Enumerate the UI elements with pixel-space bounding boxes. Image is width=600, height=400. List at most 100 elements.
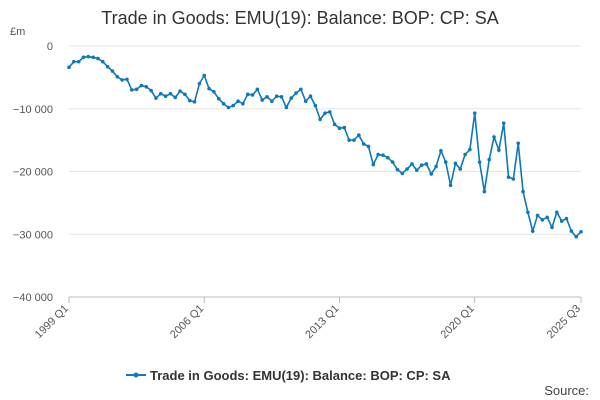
data-point[interactable] <box>361 142 366 146</box>
data-point[interactable] <box>96 56 100 61</box>
data-point[interactable] <box>221 101 226 106</box>
data-point[interactable] <box>274 94 279 98</box>
data-point[interactable] <box>173 95 178 100</box>
data-point[interactable] <box>468 147 472 152</box>
data-point[interactable] <box>521 189 525 194</box>
data-point[interactable] <box>207 86 211 91</box>
data-point[interactable] <box>226 105 231 110</box>
data-point[interactable] <box>439 148 443 153</box>
data-point[interactable] <box>129 88 134 92</box>
legend[interactable]: Trade in Goods: EMU(19): Balance: BOP: C… <box>126 368 451 383</box>
data-point[interactable] <box>419 163 424 168</box>
data-point[interactable] <box>294 91 298 95</box>
data-point[interactable] <box>371 162 376 167</box>
data-point[interactable] <box>231 103 236 108</box>
data-point[interactable] <box>115 74 120 79</box>
data-point[interactable] <box>202 73 207 78</box>
data-point[interactable] <box>381 153 385 157</box>
data-point[interactable] <box>303 99 308 104</box>
data-point[interactable] <box>511 177 516 181</box>
data-point[interactable] <box>168 91 173 96</box>
data-point[interactable] <box>559 219 564 223</box>
data-point[interactable] <box>187 98 192 103</box>
data-point[interactable] <box>289 96 293 100</box>
data-point[interactable] <box>76 59 81 64</box>
data-point[interactable] <box>463 152 467 157</box>
data-point[interactable] <box>347 138 351 142</box>
data-point[interactable] <box>366 144 371 149</box>
data-point[interactable] <box>516 141 521 146</box>
data-point[interactable] <box>318 117 322 122</box>
data-point[interactable] <box>270 99 274 104</box>
data-point[interactable] <box>477 160 482 164</box>
data-point[interactable] <box>352 138 356 142</box>
data-point[interactable] <box>91 55 95 60</box>
data-point[interactable] <box>212 90 216 94</box>
data-point[interactable] <box>332 122 337 127</box>
data-point[interactable] <box>81 55 86 60</box>
data-point[interactable] <box>279 95 284 99</box>
data-point[interactable] <box>245 92 250 97</box>
data-point[interactable] <box>472 111 477 115</box>
data-point[interactable] <box>385 155 390 160</box>
data-point[interactable] <box>149 88 153 93</box>
data-point[interactable] <box>328 110 332 114</box>
data-point[interactable] <box>443 160 448 164</box>
data-point[interactable] <box>395 167 400 172</box>
data-point[interactable] <box>105 64 110 69</box>
data-point[interactable] <box>144 84 149 89</box>
data-point[interactable] <box>260 98 265 102</box>
data-point[interactable] <box>405 167 409 171</box>
data-point[interactable] <box>482 189 487 194</box>
data-point[interactable] <box>313 103 318 108</box>
data-point[interactable] <box>574 234 578 239</box>
data-point[interactable] <box>540 218 545 222</box>
data-point[interactable] <box>342 125 347 130</box>
data-point[interactable] <box>241 101 245 106</box>
data-point[interactable] <box>120 78 124 82</box>
data-point[interactable] <box>530 229 535 233</box>
data-point[interactable] <box>453 161 458 166</box>
data-point[interactable] <box>67 65 71 70</box>
data-point[interactable] <box>414 168 419 173</box>
data-point[interactable] <box>265 95 269 99</box>
data-point[interactable] <box>299 87 303 92</box>
data-point[interactable] <box>284 105 289 110</box>
data-point[interactable] <box>357 133 361 137</box>
data-point[interactable] <box>569 229 574 233</box>
data-point[interactable] <box>236 99 240 104</box>
data-point[interactable] <box>197 81 202 86</box>
data-point[interactable] <box>545 215 549 220</box>
data-point[interactable] <box>192 100 197 104</box>
data-point[interactable] <box>424 162 429 166</box>
data-point[interactable] <box>308 94 313 98</box>
data-point[interactable] <box>178 89 182 93</box>
data-point[interactable] <box>72 59 76 64</box>
data-point[interactable] <box>158 91 163 96</box>
data-point[interactable] <box>139 83 144 88</box>
data-point[interactable] <box>390 160 395 164</box>
data-point[interactable] <box>429 172 434 176</box>
data-point[interactable] <box>134 87 139 92</box>
data-point[interactable] <box>458 167 463 171</box>
data-point[interactable] <box>434 164 438 169</box>
data-point[interactable] <box>497 148 501 152</box>
data-point[interactable] <box>163 94 168 98</box>
data-point[interactable] <box>501 121 506 125</box>
data-point[interactable] <box>492 135 496 139</box>
data-point[interactable] <box>255 87 260 92</box>
data-point[interactable] <box>555 210 559 215</box>
data-point[interactable] <box>506 175 511 179</box>
data-point[interactable] <box>550 225 554 230</box>
data-point[interactable] <box>337 126 342 130</box>
data-point[interactable] <box>250 93 255 97</box>
data-point[interactable] <box>125 77 129 82</box>
data-point[interactable] <box>376 152 380 157</box>
data-point[interactable] <box>579 229 583 234</box>
data-point[interactable] <box>526 210 530 215</box>
data-point[interactable] <box>110 69 115 73</box>
data-point[interactable] <box>487 157 492 162</box>
data-point[interactable] <box>216 96 221 101</box>
data-point[interactable] <box>400 171 405 176</box>
data-point[interactable] <box>448 183 453 188</box>
